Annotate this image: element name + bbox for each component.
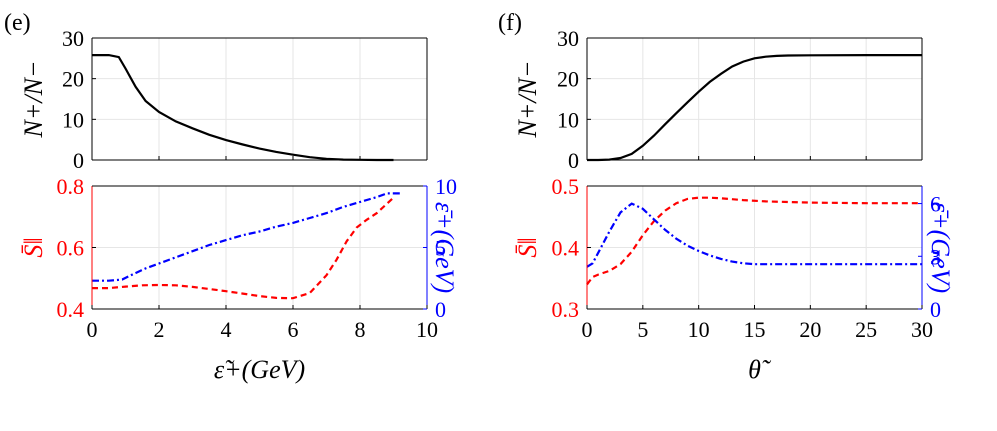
y-right-tick-label: 0	[435, 297, 446, 322]
x-axis-label: ε̃+(GeV)	[214, 355, 305, 384]
y-tick-label: 0	[568, 148, 579, 173]
y-right-axis-label: ε̄+(GeV)	[926, 202, 955, 293]
y-axis-label: N+/N−	[513, 61, 542, 139]
y-tick-label: 10	[62, 107, 84, 132]
y-axis-label: N+/N−	[19, 61, 48, 139]
x-tick-label: 15	[744, 317, 766, 342]
y-tick-label: 20	[557, 67, 579, 92]
x-tick-label: 6	[288, 317, 299, 342]
y-tick-label: 0.3	[552, 297, 580, 322]
y-axis-label: S̄‖	[19, 237, 48, 257]
series-line-2	[586, 202, 922, 268]
y-right-tick-label: 3	[930, 244, 941, 269]
y-axis-label: S̄‖	[513, 237, 542, 257]
y-right-tick-label: 5	[435, 236, 446, 261]
y-tick-label: 10	[557, 107, 579, 132]
panel-label: (f)	[498, 10, 522, 36]
series-line-1	[587, 54, 922, 162]
chart-panel-2: 0 2 4 6 8 10 0.4 0.6 0.8 0 5 10 S̄‖ ε̄+(GeV) ε̃+(GeV)	[19, 174, 459, 384]
x-tick-label: 20	[799, 317, 821, 342]
x-tick-label: 8	[355, 317, 366, 342]
x-tick-label: 2	[154, 317, 165, 342]
y-right-axis-label: ε̄+(GeV)	[430, 202, 459, 293]
x-tick-label: 10	[688, 317, 710, 342]
y-tick-label: 30	[557, 26, 579, 51]
chart-panel-4: 0 5 10 15 20 25 30 0.3 0.4 0.5 0 3 6 S̄‖ ε̄+(GeV) θ̃	[513, 174, 955, 384]
chart-panel-3: 0 10 20 30 (f) N+/N−	[498, 10, 923, 173]
y-tick-label: 0.8	[57, 174, 85, 199]
y-tick-label: 0.5	[552, 174, 580, 199]
y-right-tick-label: 10	[435, 174, 457, 199]
x-tick-label: 4	[221, 317, 232, 342]
y-tick-label: 0.6	[57, 236, 85, 261]
chart-panel-1: 0 10 20 30 (e) N+/N−	[4, 10, 428, 173]
y-right-tick-label: 0	[930, 297, 941, 322]
panel-label: (e)	[4, 10, 31, 36]
x-tick-label: 0	[87, 317, 98, 342]
x-axis-label: θ̃	[748, 355, 772, 384]
x-tick-label: 10	[416, 317, 438, 342]
y-tick-label: 20	[62, 67, 84, 92]
y-tick-label: 30	[62, 26, 84, 51]
x-tick-label: 25	[855, 317, 877, 342]
y-tick-label: 0	[73, 148, 84, 173]
series-line-2	[92, 192, 401, 282]
y-tick-label: 0.4	[552, 236, 580, 261]
x-tick-label: 0	[582, 317, 593, 342]
series-line-1	[92, 54, 394, 162]
y-right-tick-label: 6	[930, 192, 941, 217]
series-line-1	[586, 196, 922, 286]
x-tick-label: 30	[911, 317, 933, 342]
y-tick-label: 0.4	[57, 297, 85, 322]
x-tick-label: 5	[637, 317, 648, 342]
